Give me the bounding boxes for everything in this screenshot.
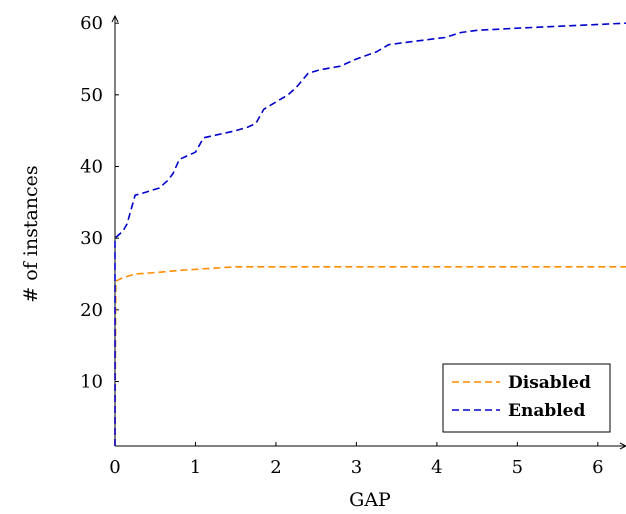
y-tick-label: 20 (80, 300, 103, 321)
legend-label-enabled: Enabled (508, 401, 585, 421)
y-tick-label: 10 (80, 372, 103, 393)
y-tick-label: 60 (80, 13, 103, 34)
y-tick-label: 40 (80, 157, 103, 178)
y-axis-label: # of instances (20, 165, 42, 302)
series-line-enabled (114, 22, 626, 446)
x-tick-label: 3 (351, 457, 362, 478)
x-tick-label: 4 (431, 457, 442, 478)
x-tick-label: 0 (109, 457, 120, 478)
legend-box (442, 363, 611, 433)
legend-label-disabled: Disabled (508, 373, 591, 393)
ticks: 0 1 2 3 4 5 6 10 20 30 40 50 60 (80, 13, 603, 478)
x-axis-arrow (619, 442, 626, 450)
x-tick-label: 2 (270, 457, 281, 478)
x-axis-label: GAP (349, 489, 391, 511)
y-tick-label: 30 (80, 228, 103, 249)
y-tick-label: 50 (80, 85, 103, 106)
legend: Disabled Enabled (442, 363, 611, 433)
x-tick-label: 6 (592, 457, 603, 478)
x-tick-label: 1 (190, 457, 201, 478)
series-line-disabled (114, 266, 626, 447)
series-lines (114, 22, 626, 447)
x-tick-label: 5 (512, 457, 523, 478)
y-axis-arrow (111, 14, 119, 23)
